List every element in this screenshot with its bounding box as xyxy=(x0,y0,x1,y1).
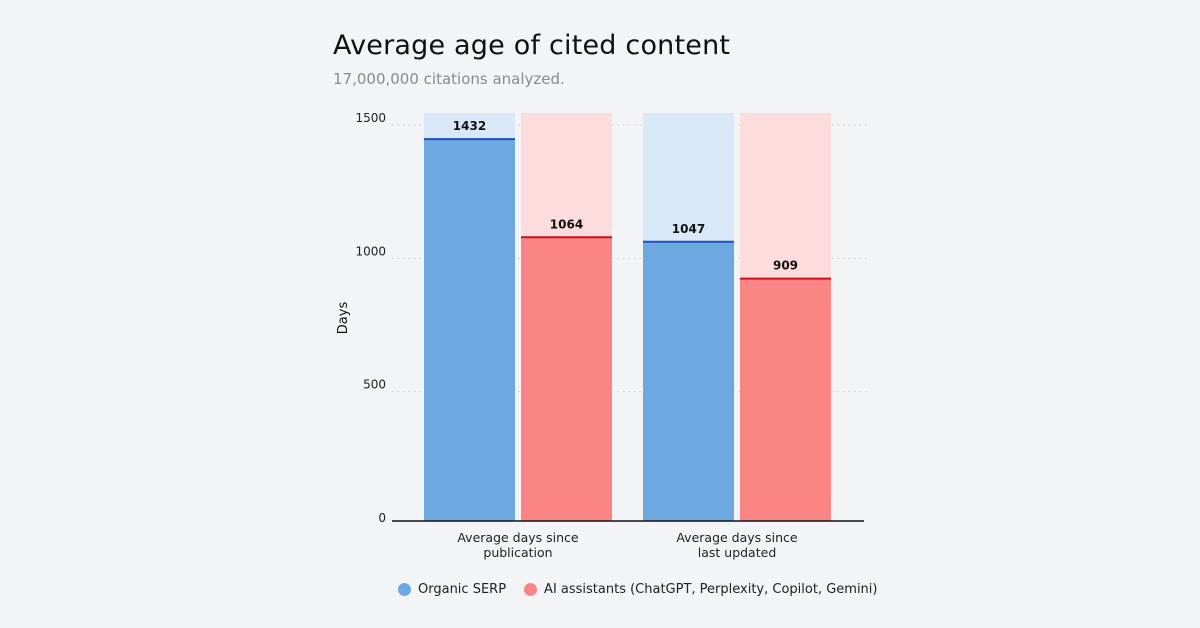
bar-0-0 xyxy=(424,139,515,521)
category-label-0-line-1: publication xyxy=(483,545,552,560)
category-label-0-line-0: Average days since xyxy=(457,530,579,545)
value-label-0-0: 1432 xyxy=(453,119,486,133)
y-tick-label-1000: 1000 xyxy=(355,244,386,258)
legend-label-ai-assistants: AI assistants (ChatGPT, Perplexity, Copi… xyxy=(544,582,878,597)
legend: Organic SERP AI assistants (ChatGPT, Per… xyxy=(398,582,877,597)
legend-swatch-ai-assistants xyxy=(524,583,538,596)
y-axis-ticks: 0 500 1000 1500 xyxy=(355,111,386,525)
y-axis-title: Days xyxy=(336,302,351,335)
category-label-1-line-1: last updated xyxy=(698,545,777,560)
bar-0-1 xyxy=(521,237,612,521)
legend-item-ai-assistants: AI assistants (ChatGPT, Perplexity, Copi… xyxy=(524,582,877,597)
legend-item-organic-serp: Organic SERP xyxy=(398,582,506,597)
chart-title: Average age of cited content xyxy=(333,30,731,61)
value-label-1-1: 909 xyxy=(773,259,798,273)
y-tick-label-1500: 1500 xyxy=(355,111,386,125)
category-label-1-line-0: Average days since xyxy=(676,530,798,545)
y-tick-label-500: 500 xyxy=(363,378,386,392)
y-tick-label-0: 0 xyxy=(378,511,386,525)
chart-subtitle: 17,000,000 citations analyzed. xyxy=(333,70,565,88)
value-label-0-1: 1064 xyxy=(550,217,583,231)
legend-label-organic-serp: Organic SERP xyxy=(418,582,507,597)
legend-swatch-organic-serp xyxy=(398,583,411,596)
value-label-1-0: 1047 xyxy=(672,222,705,236)
value-labels: 1432 1064 1047 909 xyxy=(453,119,798,272)
bar-1-1 xyxy=(740,278,831,521)
bar-1-0 xyxy=(643,241,734,522)
bars xyxy=(424,138,831,522)
